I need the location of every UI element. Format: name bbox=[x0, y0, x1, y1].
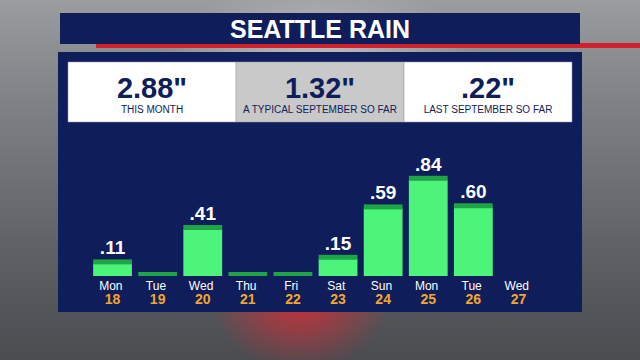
category-label: Fri 22 bbox=[284, 279, 301, 307]
data-label: .59 bbox=[370, 182, 396, 203]
bar bbox=[409, 180, 448, 276]
category-label: Tue 26 bbox=[462, 279, 486, 307]
bar-cap bbox=[93, 259, 132, 264]
category-label: Mon 18 bbox=[99, 279, 126, 307]
category-label: Thu 21 bbox=[236, 279, 260, 307]
stat-value: 1.32" bbox=[285, 72, 355, 104]
category-label: Wed 27 bbox=[505, 279, 533, 307]
bar-group bbox=[138, 272, 177, 276]
bar-cap bbox=[274, 272, 313, 276]
day: 23 bbox=[330, 291, 346, 307]
bars bbox=[93, 176, 493, 276]
bar-group bbox=[319, 255, 358, 276]
bar bbox=[93, 263, 132, 276]
title: SEATTLE RAIN bbox=[230, 15, 410, 43]
bar-cap bbox=[454, 203, 493, 208]
stat-box bbox=[236, 62, 404, 122]
day: 27 bbox=[511, 291, 527, 307]
day: 20 bbox=[195, 291, 211, 307]
bar-cap bbox=[138, 272, 177, 276]
data-label: .60 bbox=[460, 181, 486, 202]
panel bbox=[58, 52, 582, 312]
category-label: Mon 25 bbox=[415, 279, 442, 307]
data-label: .15 bbox=[325, 233, 352, 254]
stat-caption: THIS MONTH bbox=[121, 104, 183, 115]
bar-group bbox=[93, 259, 132, 276]
stat-caption: LAST SEPTEMBER SO FAR bbox=[424, 104, 553, 115]
category-label: Sat 23 bbox=[327, 279, 348, 307]
bar bbox=[183, 229, 222, 276]
category-label: Tue 19 bbox=[146, 279, 170, 307]
bar bbox=[454, 207, 493, 276]
day: 19 bbox=[150, 291, 166, 307]
day: 18 bbox=[105, 291, 121, 307]
bar-group bbox=[409, 176, 448, 276]
day: 25 bbox=[420, 291, 436, 307]
bar-group bbox=[183, 225, 222, 276]
bar bbox=[319, 259, 358, 276]
chart: SEATTLE RAIN 2.88"THIS MONTH 1.32"A TYPICA… bbox=[0, 0, 640, 360]
bar-cap bbox=[364, 204, 403, 209]
title-box bbox=[60, 13, 580, 44]
data-label: .41 bbox=[190, 203, 217, 224]
bar-cap bbox=[319, 255, 358, 260]
bar-group bbox=[364, 204, 403, 276]
day: 22 bbox=[285, 291, 301, 307]
day: 24 bbox=[375, 291, 391, 307]
bar bbox=[364, 208, 403, 276]
data-label: .11 bbox=[100, 237, 126, 258]
category-label: Wed 20 bbox=[189, 279, 217, 307]
stat-box bbox=[404, 62, 572, 122]
day: 21 bbox=[240, 291, 256, 307]
bar-group bbox=[454, 203, 493, 276]
bar-cap bbox=[183, 225, 222, 230]
stat-value: 2.88" bbox=[117, 72, 187, 104]
stat-box bbox=[68, 62, 236, 122]
bar-cap bbox=[409, 176, 448, 181]
day: 26 bbox=[466, 291, 482, 307]
data-label: .84 bbox=[415, 154, 442, 175]
stat-caption: A TYPICAL SEPTEMBER SO FAR bbox=[243, 104, 397, 115]
category-label: Sun 24 bbox=[371, 279, 396, 307]
stat-value: .22" bbox=[461, 72, 515, 104]
bar-group bbox=[228, 272, 267, 276]
bar-cap bbox=[228, 272, 267, 276]
bar-group bbox=[274, 272, 313, 276]
